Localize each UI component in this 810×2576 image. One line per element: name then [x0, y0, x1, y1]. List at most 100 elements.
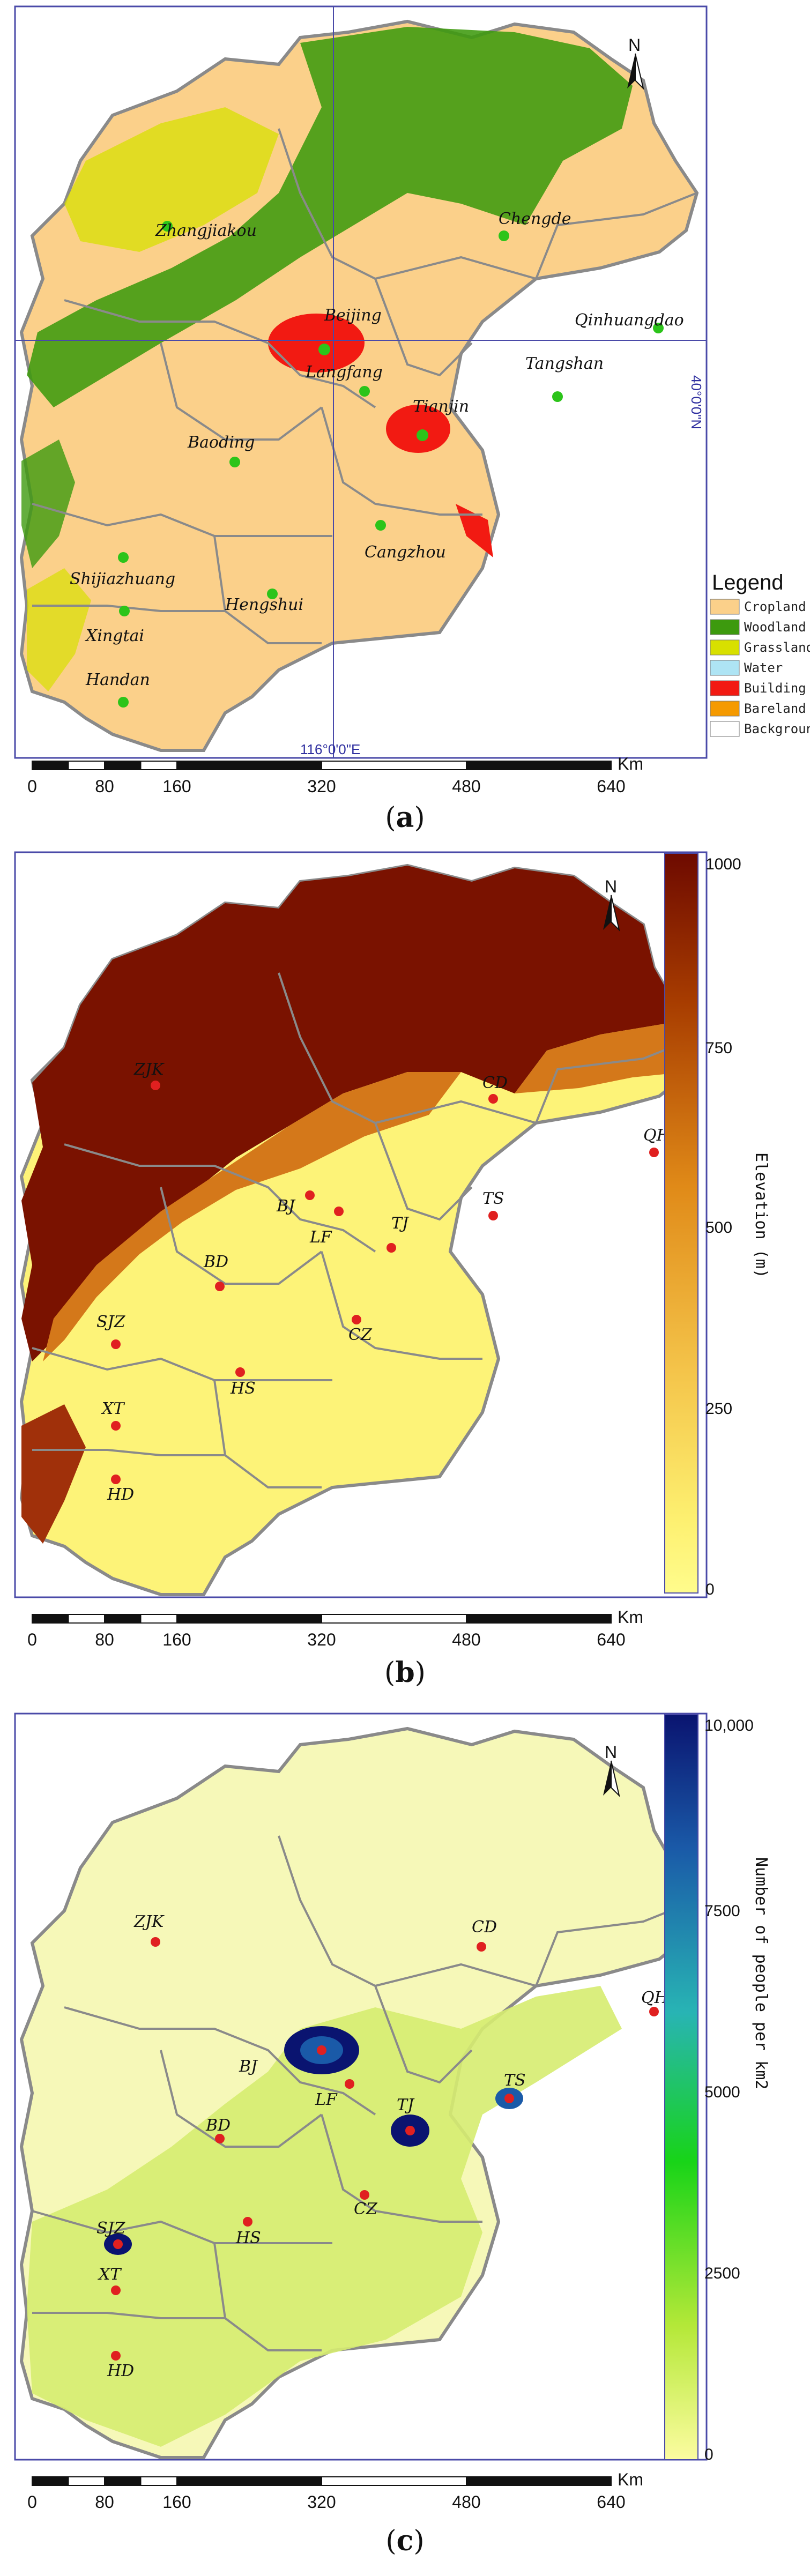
- city-label-bd: BD: [203, 1253, 228, 1271]
- legend-swatch: [710, 701, 740, 717]
- woodland-south: [21, 440, 75, 568]
- woodland-belt: [27, 27, 633, 407]
- lat-label: 40°0'0"N: [688, 375, 704, 429]
- legend-a: Legend Cropland Woodland Grassland Water Bui…: [710, 571, 810, 737]
- scale-segment: [176, 761, 322, 770]
- scale-segment: [321, 2476, 467, 2486]
- scale-segment: [104, 761, 142, 770]
- cb-b-label: Elevation (m): [752, 1152, 770, 1278]
- svg-text:N: N: [628, 35, 641, 55]
- tianjin-urban: [386, 405, 450, 453]
- south-mountains-b: [21, 1404, 86, 1544]
- lon-label: 116°0'0"E: [300, 741, 360, 757]
- scale-tick-label: 320: [307, 2492, 336, 2512]
- city-dots-a: [118, 221, 664, 708]
- scale-segment: [104, 2476, 142, 2486]
- city-label-cd: CD: [482, 1074, 508, 1092]
- scale-segment: [140, 2476, 177, 2486]
- city-label-zjk-c: ZJK: [133, 1912, 165, 1931]
- scale-segment: [32, 1614, 69, 1624]
- scale-tick-label: 0: [27, 1630, 37, 1649]
- legend-label: Grassland: [744, 640, 810, 655]
- cb-b-tick-3: 250: [705, 1400, 732, 1418]
- grassland-south: [27, 568, 91, 691]
- city-label-zhangjiakou: Zhangjiakou: [155, 221, 257, 240]
- city-label-tj: TJ: [391, 1214, 410, 1233]
- scale-segment: [176, 2476, 322, 2486]
- north-arrow-c: N: [603, 1743, 620, 1798]
- scale-segment: [68, 2476, 105, 2486]
- legend-label: Cropland: [744, 599, 806, 614]
- scale-bar-c: 0 80 160 320 480 640 Km: [27, 2470, 643, 2512]
- city-label-cz-c: CZ: [354, 2200, 378, 2218]
- cb-b-tick-1: 750: [705, 1039, 732, 1057]
- scale-tick-label: 0: [27, 777, 37, 796]
- city-label-tj-c: TJ: [397, 2096, 415, 2115]
- scale-unit: Km: [618, 2470, 643, 2489]
- scale-tick-label: 480: [452, 1630, 480, 1649]
- svg-text:N: N: [605, 1743, 617, 1762]
- city-label-chengde: Chengde: [499, 210, 571, 228]
- caption-b: (b): [384, 1656, 426, 1689]
- legend-swatch: [710, 680, 740, 696]
- city-label-tianjin: Tianjin: [413, 397, 469, 416]
- legend-label: Bareland: [744, 701, 806, 716]
- scale-segment: [140, 1614, 177, 1624]
- scale-segment: [466, 761, 612, 770]
- scale-tick-label: 480: [452, 777, 480, 796]
- elevation-map: ZJK CD QHD BJ TS LF TJ BD SJZ CZ HS XT H…: [14, 851, 770, 1649]
- city-label-langfang: Langfang: [305, 363, 383, 382]
- cb-c-tick-1: 7500: [704, 1902, 740, 1920]
- prefecture-boundaries-b: [32, 972, 697, 1488]
- city-label-ts: TS: [482, 1189, 504, 1208]
- north-arrow-a: N: [627, 35, 644, 91]
- city-label-lf: LF: [309, 1228, 332, 1247]
- legend-label: Building: [744, 681, 806, 696]
- city-label-zjk: ZJK: [133, 1060, 165, 1079]
- scale-tick-label: 0: [27, 2492, 37, 2512]
- caption-a: (a): [385, 801, 425, 834]
- city-label-xingtai: Xingtai: [85, 627, 144, 645]
- scale-segment: [32, 761, 69, 770]
- city-label-hs: HS: [230, 1379, 256, 1398]
- coast-urban: [456, 504, 493, 557]
- prefecture-boundaries-c: [32, 1835, 697, 2351]
- panel-a: 40°0'0"N 116°0'0"E Zhangjiakou Chengde B…: [0, 0, 810, 847]
- city-label-xt: XT: [101, 1399, 125, 1418]
- legend-label: Water: [744, 660, 783, 675]
- cb-b-tick-2: 500: [705, 1219, 732, 1237]
- city-label-sjz-c: SJZ: [96, 2219, 126, 2238]
- scale-segment: [68, 1614, 105, 1624]
- panel-b: ZJK CD QHD BJ TS LF TJ BD SJZ CZ HS XT H…: [0, 847, 810, 1707]
- scale-segment: [466, 1614, 612, 1624]
- legend-label: Woodland: [744, 620, 806, 635]
- scale-segment: [466, 2476, 612, 2486]
- city-label-xt-c: XT: [98, 2265, 122, 2284]
- scale-tick-label: 640: [597, 1630, 625, 1649]
- scale-segment: [176, 1614, 322, 1624]
- city-label-lf-c: LF: [315, 2090, 338, 2109]
- city-label-bj: BJ: [276, 1197, 296, 1216]
- legend-swatch: [710, 619, 740, 635]
- highland-shape-b: [21, 866, 675, 1361]
- caption-b-letter: b: [395, 1656, 415, 1689]
- scale-tick-label: 320: [307, 777, 336, 796]
- beijing-urban: [268, 314, 365, 373]
- caption-c: (c): [385, 2525, 425, 2557]
- land-use-map: 40°0'0"N 116°0'0"E Zhangjiakou Chengde B…: [14, 5, 810, 796]
- city-label-handan: Handan: [85, 671, 150, 689]
- city-label-tangshan: Tangshan: [525, 354, 604, 373]
- prefecture-boundaries-a: [32, 128, 697, 644]
- city-label-ts-c: TS: [504, 2071, 526, 2090]
- city-label-cd-c: CD: [472, 1918, 497, 1937]
- scale-tick-label: 160: [162, 777, 191, 796]
- elevation-colorbar: [664, 853, 698, 1594]
- scale-segment: [104, 1614, 142, 1624]
- scale-tick-label: 80: [95, 1630, 114, 1649]
- population-map: ZJK CD QHD BJ TS TJ LF BD SJZ CZ HS XT H…: [14, 1713, 770, 2512]
- city-label-sjz: SJZ: [96, 1313, 126, 1331]
- city-label-qinhuangdao: Qinhuangdao: [575, 311, 684, 330]
- city-dots-c: [111, 1937, 659, 2361]
- scale-tick-label: 160: [162, 2492, 191, 2512]
- city-label-cz: CZ: [348, 1326, 373, 1344]
